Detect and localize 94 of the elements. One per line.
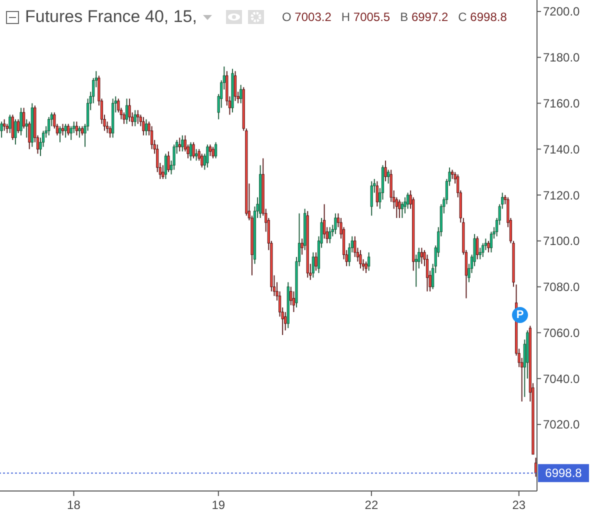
y-tick-label: 7100.0 [543, 234, 580, 248]
candlestick [206, 144, 209, 168]
candlestick [58, 126, 62, 143]
candlestick [80, 126, 84, 136]
y-tick-label: 7040.0 [543, 372, 580, 386]
candlestick [354, 236, 356, 258]
candlestick [25, 118, 28, 138]
candlestick [67, 123, 70, 136]
candlestick [284, 312, 287, 331]
candlestick [192, 142, 195, 159]
candlestick [125, 98, 128, 124]
candlestick [240, 84, 242, 104]
candlestick [70, 126, 72, 140]
candlestick [359, 250, 362, 269]
candlestick [16, 118, 20, 134]
annotation: H 7005.5 [341, 10, 390, 24]
candlestick [3, 118, 6, 132]
y-tick-label: 7080.0 [543, 280, 580, 294]
candlestick [376, 180, 378, 207]
candlestick [144, 118, 148, 136]
y-tick-label: 7140.0 [543, 142, 580, 156]
x-tick-label: 18 [67, 498, 81, 512]
candlestick [400, 201, 404, 218]
y-tick-label: 7160.0 [543, 96, 580, 111]
candlestick [292, 290, 296, 313]
y-tick-label: 7200.0 [543, 4, 580, 19]
chart-title: Futures France 40, 15, [25, 7, 197, 27]
candlestick [136, 110, 140, 124]
candlestick [487, 240, 490, 253]
candlestick [398, 199, 401, 218]
candlestick [195, 148, 198, 162]
candlestick [420, 247, 423, 264]
candlestick [189, 142, 192, 162]
candlestick [212, 146, 214, 159]
candlestick [128, 98, 131, 122]
y-tick-label: 7020.0 [543, 418, 580, 432]
candlestick [328, 226, 332, 244]
x-tick-label: 23 [512, 498, 526, 512]
candlestick [387, 169, 390, 184]
candlestick [61, 123, 64, 136]
annotation: O 7003.2 [282, 10, 332, 24]
candlestick [334, 212, 337, 235]
candlestick [167, 150, 170, 173]
candlestick [364, 261, 368, 274]
candlestick [234, 70, 237, 102]
candlestick [142, 116, 145, 136]
candlestick [162, 164, 164, 180]
candlestick [172, 144, 176, 170]
x-tick-label: 19 [212, 498, 226, 512]
candlestick [406, 192, 410, 210]
candlestick [11, 114, 14, 140]
candlestick [14, 118, 17, 146]
candlestick [482, 242, 484, 258]
candlestick [208, 144, 212, 157]
candlestick [370, 180, 373, 216]
candlestick [490, 231, 493, 253]
annotation: C 6998.8 [458, 10, 507, 24]
candlestick [22, 107, 26, 129]
candlestick [384, 160, 387, 182]
candlestick [0, 121, 3, 138]
candlestick [414, 254, 418, 288]
candlestick [426, 254, 429, 292]
candlestick [181, 134, 184, 152]
ref-line-label: 6998.8 [545, 466, 582, 480]
candlestick [122, 112, 126, 124]
candlestick [312, 252, 314, 278]
candlestick [28, 121, 31, 150]
x-tick-label: 22 [364, 498, 378, 512]
candlestick [134, 110, 136, 127]
candlestick [323, 204, 326, 240]
candlestick [64, 123, 67, 138]
candlestick [78, 126, 81, 138]
candlestick [476, 236, 479, 260]
y-tick-label: 7060.0 [543, 326, 580, 340]
candlestick [368, 252, 370, 272]
candlestick [20, 107, 22, 136]
candlestick [164, 153, 168, 180]
candlestick [48, 116, 50, 136]
candlestick [200, 153, 204, 168]
candlestick [214, 142, 218, 159]
candlestick [8, 114, 12, 134]
candlestick [178, 137, 181, 152]
y-tick-label: 7120.0 [543, 188, 580, 202]
candlestick [478, 247, 482, 260]
candlestick [300, 238, 304, 256]
candlestick [314, 252, 318, 272]
annotation: P [512, 307, 528, 323]
candlestick [75, 121, 78, 136]
candlestick [108, 126, 112, 138]
y-tick-label: 7180.0 [543, 50, 580, 65]
annotation: B 6997.2 [400, 10, 448, 24]
candlestick [150, 126, 154, 150]
candlestick [404, 196, 406, 214]
candlestick [6, 123, 8, 134]
